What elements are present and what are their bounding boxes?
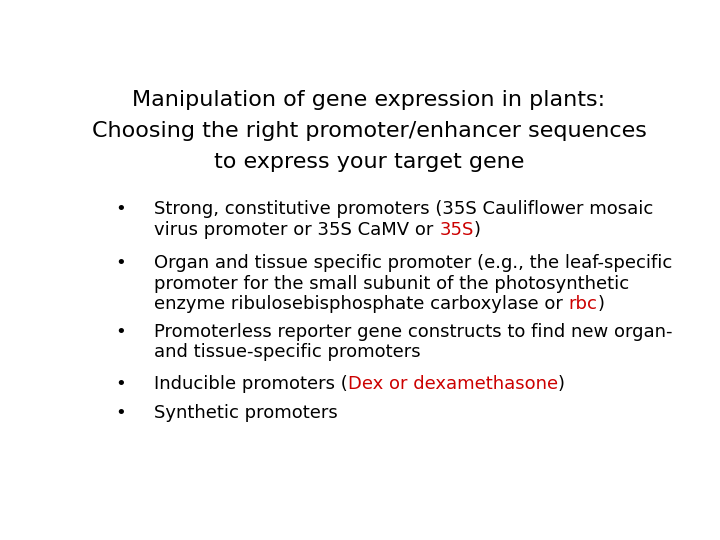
Text: Promoterless reporter gene constructs to find new organ-: Promoterless reporter gene constructs to… bbox=[154, 322, 672, 341]
Text: rbc: rbc bbox=[569, 295, 598, 313]
Text: ): ) bbox=[598, 295, 605, 313]
Text: virus promoter or 35S CaMV or: virus promoter or 35S CaMV or bbox=[154, 221, 439, 239]
Text: Inducible promoters (: Inducible promoters ( bbox=[154, 375, 348, 393]
Text: Dex or dexamethasone: Dex or dexamethasone bbox=[348, 375, 558, 393]
Text: Synthetic promoters: Synthetic promoters bbox=[154, 404, 338, 422]
Text: Strong, constitutive promoters (35S Cauliflower mosaic: Strong, constitutive promoters (35S Caul… bbox=[154, 200, 654, 218]
Text: •: • bbox=[115, 404, 126, 422]
Text: ): ) bbox=[558, 375, 565, 393]
Text: •: • bbox=[115, 254, 126, 272]
Text: •: • bbox=[115, 375, 126, 393]
Text: promoter for the small subunit of the photosynthetic: promoter for the small subunit of the ph… bbox=[154, 275, 629, 293]
Text: Manipulation of gene expression in plants:: Manipulation of gene expression in plant… bbox=[132, 90, 606, 110]
Text: ): ) bbox=[474, 221, 481, 239]
Text: Choosing the right promoter/enhancer sequences: Choosing the right promoter/enhancer seq… bbox=[91, 121, 647, 141]
Text: •: • bbox=[115, 322, 126, 341]
Text: •: • bbox=[115, 200, 126, 218]
Text: 35S: 35S bbox=[439, 221, 474, 239]
Text: to express your target gene: to express your target gene bbox=[214, 152, 524, 172]
Text: and tissue-specific promoters: and tissue-specific promoters bbox=[154, 343, 420, 361]
Text: Organ and tissue specific promoter (e.g., the leaf-specific: Organ and tissue specific promoter (e.g.… bbox=[154, 254, 672, 272]
Text: enzyme ribulosebisphosphate carboxylase or: enzyme ribulosebisphosphate carboxylase … bbox=[154, 295, 569, 313]
